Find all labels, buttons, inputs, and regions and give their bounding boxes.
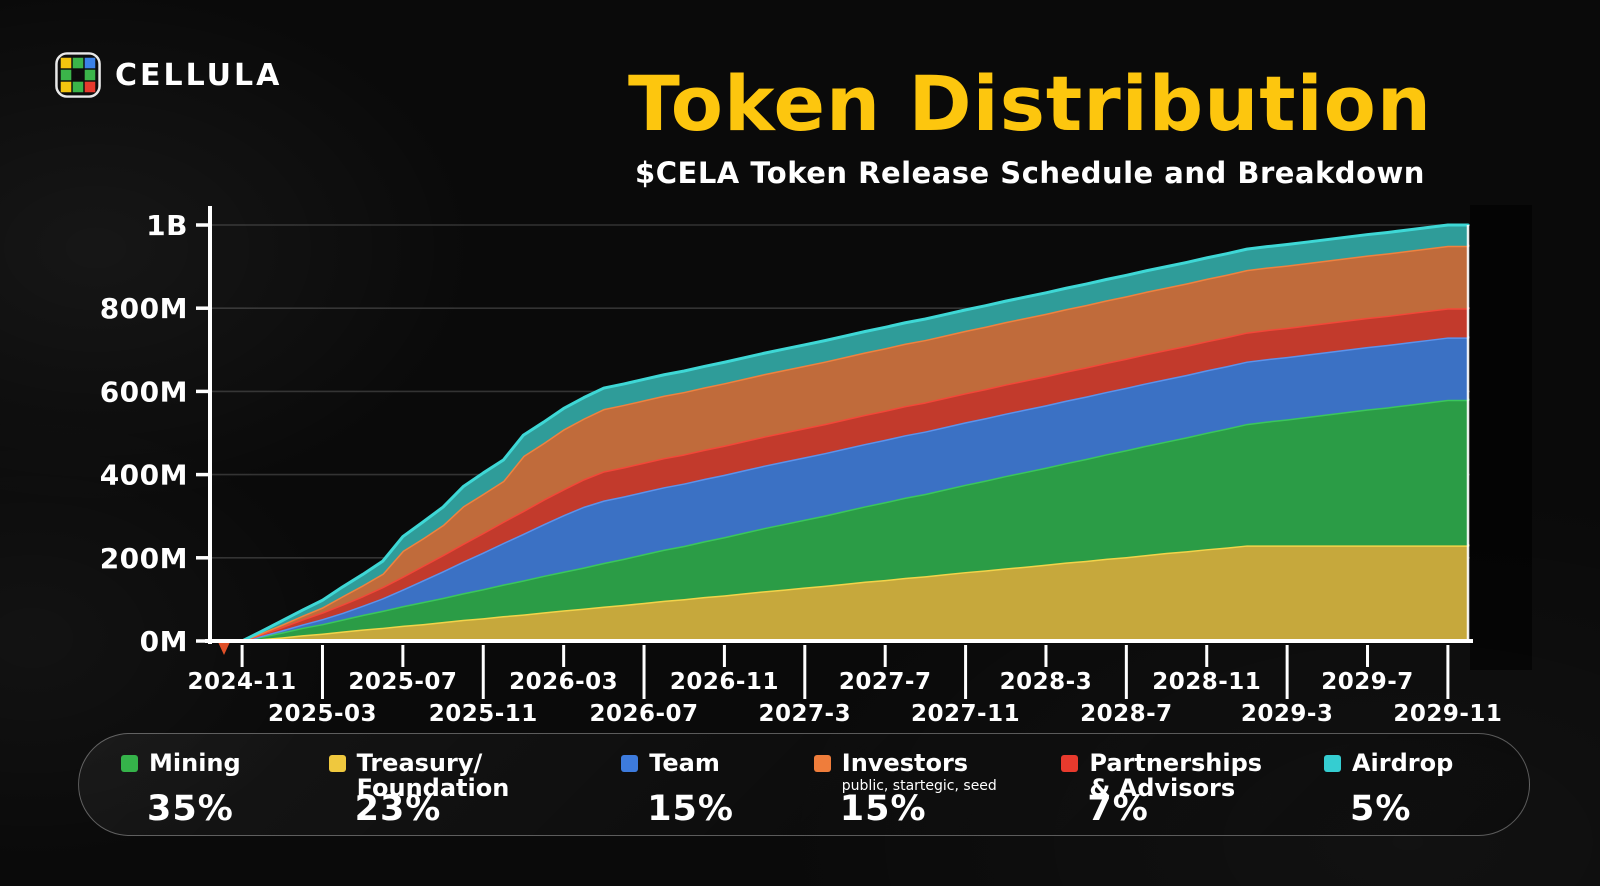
chart-right-shadow [1470, 205, 1532, 670]
treasury-swatch [328, 755, 346, 772]
area-band-team [222, 337, 1468, 641]
legend: Mining 35% Treasury/ Foundation 23% Team… [78, 733, 1530, 836]
y-tick-label: 1B [146, 209, 188, 242]
partnerships-swatch [1061, 755, 1079, 772]
x-tick-label: 2027-7 [839, 669, 932, 695]
legend-sublabel: public, startegic, seed [841, 778, 997, 795]
legend-item-mining: Mining 35% [121, 749, 321, 831]
x-tick-label: 2026-07 [589, 701, 698, 727]
legend-item-team: Team 15% [621, 749, 806, 831]
x-tick-label: 2027-3 [759, 701, 852, 727]
brand: CELLULA [55, 52, 282, 98]
x-tick-label: 2028-11 [1152, 669, 1261, 695]
x-tick-label: 2025-03 [268, 701, 377, 727]
origin-marker [218, 642, 230, 655]
legend-percent: 23% [354, 789, 442, 829]
team-swatch [621, 755, 639, 772]
x-tick-label: 2025-11 [429, 701, 538, 727]
y-tick-label: 200M [100, 542, 188, 575]
investors-swatch [813, 755, 831, 772]
legend-item-treasury-foundation: Treasury/ Foundation 23% [328, 749, 614, 831]
area-band-treasury-foundation [222, 545, 1468, 641]
legend-label-line2: & Advisors [1089, 774, 1236, 803]
legend-label: Mining [149, 749, 241, 777]
y-tick-label: 0M [140, 625, 188, 658]
band-edge-airdrop [220, 223, 1470, 643]
x-tick-label: 2029-11 [1393, 701, 1502, 727]
legend-item-airdrop: Airdrop 5% [1323, 749, 1474, 831]
mining-swatch [121, 755, 138, 772]
airdrop-swatch [1323, 755, 1341, 772]
y-tick-label: 800M [100, 292, 188, 325]
title-block: Token Distribution $CELA Token Release S… [580, 59, 1480, 191]
legend-percent: 15% [647, 789, 734, 829]
brand-name: CELLULA [115, 57, 283, 93]
legend-percent: 15% [839, 789, 927, 829]
x-tick-label: 2026-03 [509, 669, 618, 695]
legend-percent: 35% [147, 789, 234, 829]
page-title: Token Distribution [627, 59, 1432, 148]
x-tick-label: 2027-11 [911, 701, 1020, 727]
x-tick-label: 2028-3 [1000, 669, 1093, 695]
x-tick-label: 2025-07 [348, 669, 457, 695]
legend-label-line2: Foundation [356, 774, 510, 803]
legend-item-investors: Investors public, startegic, seed 15% [813, 749, 1054, 831]
legend-percent: 7% [1087, 789, 1149, 829]
y-tick-label: 400M [100, 459, 188, 492]
x-tick-label: 2024-11 [188, 669, 297, 695]
area-band-mining [222, 399, 1468, 641]
x-tick-label: 2029-3 [1241, 701, 1334, 727]
y-tick-label: 600M [100, 375, 188, 408]
legend-item-partnerships-advisors: Partnerships & Advisors 7% [1061, 749, 1316, 831]
legend-percent: 5% [1349, 789, 1412, 829]
cellula-logo-icon [55, 52, 101, 98]
legend-label: Airdrop [1351, 749, 1454, 777]
x-tick-label: 2026-11 [670, 669, 779, 695]
legend-label: Investors [841, 749, 969, 777]
legend-label: Team [649, 749, 720, 777]
x-tick-label: 2028-7 [1080, 701, 1173, 727]
legend-label: Treasury/ [356, 749, 483, 777]
legend-label: Partnerships [1089, 749, 1263, 777]
area-band-investors [222, 245, 1468, 642]
x-tick-label: 2029-7 [1321, 669, 1414, 695]
page-subtitle: $CELA Token Release Schedule and Breakdo… [635, 156, 1425, 190]
area-band-partnerships-advisors [222, 308, 1468, 641]
